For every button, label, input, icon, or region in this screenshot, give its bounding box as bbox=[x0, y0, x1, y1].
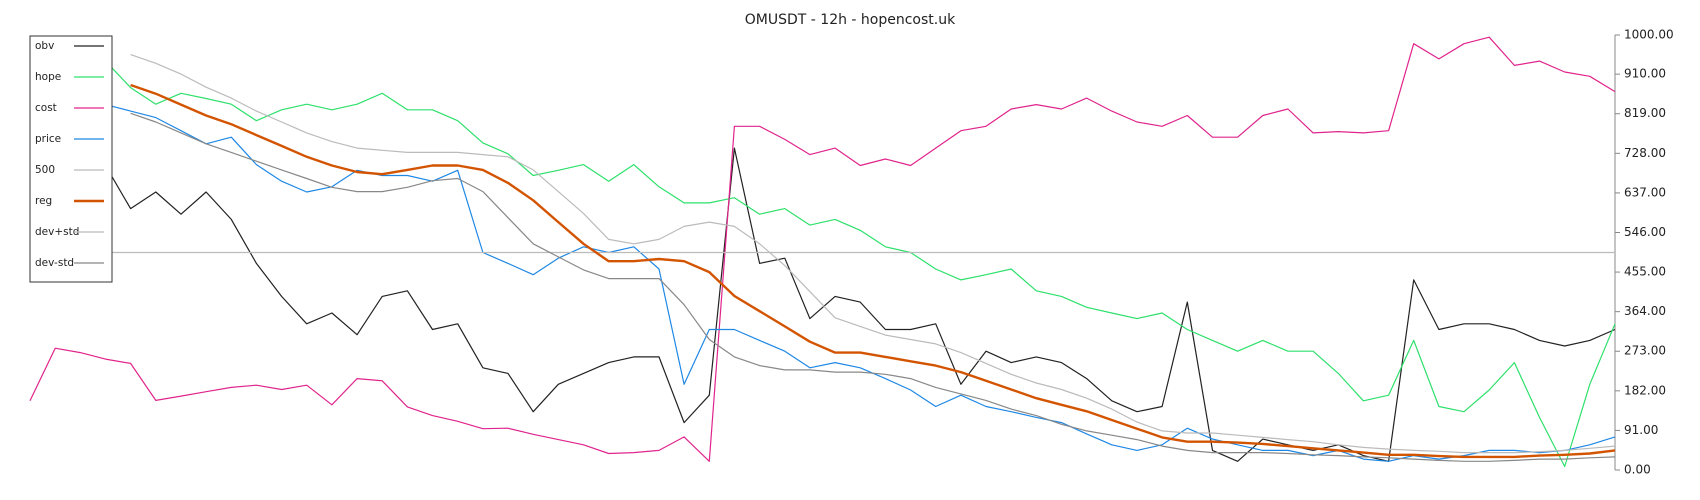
y-tick-label: 364.00 bbox=[1624, 304, 1666, 318]
y-tick-label: 637.00 bbox=[1624, 185, 1666, 199]
legend-label: dev-std bbox=[35, 257, 74, 269]
series-line bbox=[29, 36, 1616, 462]
legend-label: 500 bbox=[35, 164, 55, 176]
y-tick-label: 1000.00 bbox=[1624, 28, 1674, 42]
y-tick-label: 819.00 bbox=[1624, 106, 1666, 120]
y-tick-label: 273.00 bbox=[1624, 344, 1666, 358]
y-tick-label: 91.00 bbox=[1624, 423, 1658, 437]
series-line bbox=[130, 54, 1616, 454]
series-line bbox=[105, 60, 1616, 468]
legend-label: price bbox=[35, 133, 61, 145]
legend-label: obv bbox=[35, 40, 54, 52]
y-tick-label: 546.00 bbox=[1624, 225, 1666, 239]
legend-label: dev+std bbox=[35, 226, 79, 238]
legend-label: hope bbox=[35, 71, 61, 83]
legend-label: cost bbox=[35, 102, 57, 114]
y-tick-label: 455.00 bbox=[1624, 265, 1666, 279]
y-tick-label: 182.00 bbox=[1624, 383, 1666, 397]
series-line bbox=[130, 112, 1616, 462]
series-line bbox=[130, 83, 1616, 459]
series-line bbox=[105, 104, 1616, 462]
legend: obv hope cost price 500 reg dev+std dev-std bbox=[29, 35, 113, 283]
series-line bbox=[104, 147, 1616, 462]
legend-label: reg bbox=[35, 195, 52, 207]
chart-title: OMUSDT - 12h - hopencost.uk bbox=[745, 12, 956, 28]
y-tick-label: 0.00 bbox=[1624, 463, 1651, 477]
y-tick-label: 910.00 bbox=[1624, 67, 1666, 81]
y-tick-label: 728.00 bbox=[1624, 146, 1666, 160]
